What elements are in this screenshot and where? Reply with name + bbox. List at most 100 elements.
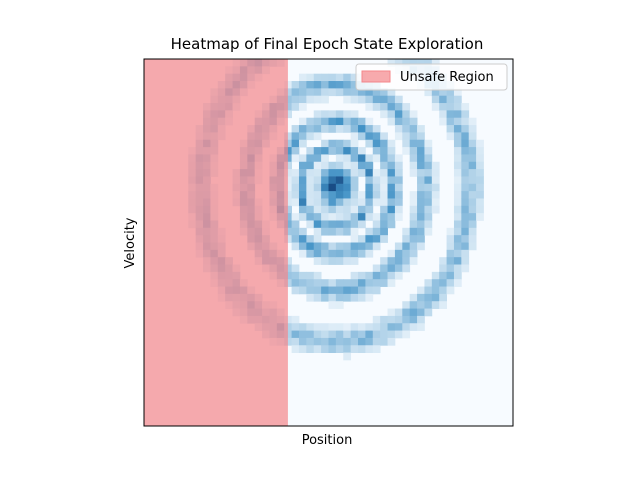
heatmap-cell [431,183,440,192]
heatmap-cell [306,286,315,295]
heatmap-cell [291,286,300,295]
heatmap-cell [328,227,337,236]
heatmap-cell [402,235,411,243]
heatmap-cell [461,103,470,111]
heatmap-cell [365,139,374,148]
heatmap-cell [409,110,418,119]
heatmap-cell [284,337,292,346]
heatmap-cell [453,95,462,104]
heatmap-cell [365,249,374,258]
heatmap-cell [306,88,315,97]
heatmap-cell [335,330,344,339]
heatmap-cell [313,286,322,295]
heatmap-cell [394,315,403,324]
legend-swatch-unsafe-region [361,70,391,83]
heatmap-cell [335,73,344,82]
heatmap-cell [402,249,411,258]
heatmap-cell [350,117,359,126]
heatmap-cell [343,249,352,258]
heatmap-cell [409,147,418,155]
heatmap-cell [321,191,329,199]
heatmap-cell [439,271,447,280]
heatmap-cell [306,249,315,258]
heatmap-cell [431,161,440,170]
heatmap-cell [298,191,307,199]
heatmap-cell [461,191,470,199]
heatmap-cell [306,183,315,192]
heatmap-cell [298,169,307,177]
heatmap-cell [417,227,425,236]
heatmap-cell [387,103,396,111]
heatmap-cell [313,337,322,346]
heatmap-cell [313,198,322,207]
heatmap-cell [291,169,300,177]
legend-box [355,63,508,91]
heatmap-cell [387,315,396,324]
heatmap-cell [306,279,315,287]
heatmap-cell [468,161,477,170]
heatmap-cell [387,191,396,199]
heatmap-cell [358,132,366,141]
heatmap-cell [335,301,344,309]
heatmap-cell [380,183,388,192]
heatmap-cell [424,176,433,185]
heatmap-cell [343,352,352,361]
heatmap-cell [343,337,352,346]
heatmap-cell [402,301,411,309]
heatmap-cell [468,227,477,236]
heatmap-cell [365,205,374,214]
heatmap-cell [358,191,366,199]
heatmap-cell [453,110,462,119]
heatmap-cell [409,59,418,67]
heatmap-cell [394,110,403,119]
heatmap-cell [387,198,396,207]
heatmap-cell [394,264,403,273]
heatmap-cell [343,227,352,236]
heatmap-cell [298,198,307,207]
heatmap-cell [372,315,381,324]
heatmap-cell [298,176,307,185]
heatmap-cell [380,95,388,104]
heatmap-cell [291,139,300,148]
heatmap-cell [291,213,300,221]
heatmap-cell [372,271,381,280]
heatmap-cell [409,323,418,331]
heatmap-cell [409,205,418,214]
heatmap-cell [350,132,359,141]
heatmap-cell [380,191,388,199]
heatmap-cell [298,330,307,339]
heatmap-cell [468,139,477,148]
heatmap-cell [453,161,462,170]
heatmap-cell [372,147,381,155]
heatmap-cell [350,198,359,207]
heatmap-cell [321,220,329,229]
heatmap-cell [453,227,462,236]
heatmap-cell [306,169,315,177]
heatmap-cell [402,330,411,339]
heatmap-cell [350,81,359,89]
heatmap-cell [453,198,462,207]
heatmap-cell [461,154,470,163]
heatmap-cell [461,213,470,221]
heatmap-cell [387,308,396,317]
heatmap-cell [453,191,462,199]
heatmap-cell [321,337,329,346]
heatmap-cell [343,220,352,229]
heatmap-cell [298,323,307,331]
heatmap-cell [306,73,315,82]
heatmap-cell [284,191,292,199]
heatmap-cell [335,125,344,133]
heatmap-cell [321,345,329,353]
heatmap-cell [343,95,352,104]
heatmap-cell [284,235,292,243]
heatmap-cell [387,183,396,192]
heatmap-cell [431,205,440,214]
heatmap-cell [306,132,315,141]
heatmap-cell [461,176,470,185]
heatmap-cell [409,235,418,243]
heatmap-cell [343,169,352,177]
heatmap-cell [298,139,307,148]
heatmap-cell [380,198,388,207]
heatmap-cell [350,257,359,265]
heatmap-cell [313,271,322,280]
